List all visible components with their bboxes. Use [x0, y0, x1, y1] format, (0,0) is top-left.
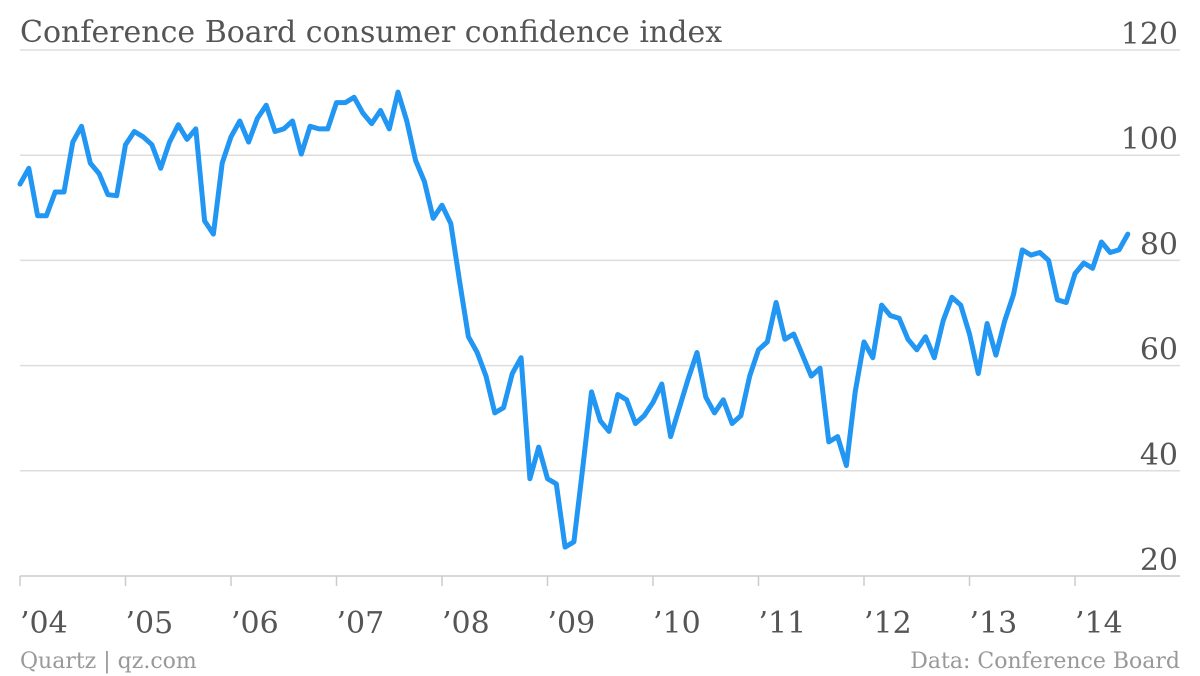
x-tick-label: ’13	[970, 606, 1018, 641]
x-tick-label: ’07	[337, 606, 385, 641]
x-tick-label: ’04	[20, 606, 68, 641]
y-axis: 20 40 60 80 100 120	[1121, 17, 1178, 578]
x-axis: ’04 ’05 ’06 ’07 ’08 ’09 ’10 ’11 ’12 ’13 ’14	[19, 576, 1123, 641]
y-tick-label: 20	[1140, 543, 1178, 578]
y-tick-label: 60	[1140, 333, 1178, 368]
series-line	[17, 89, 1131, 550]
data-credit: Data: Conference Board	[910, 649, 1180, 674]
y-tick-label: 80	[1140, 227, 1178, 262]
y-tick-label: 40	[1140, 438, 1178, 473]
source-credit[interactable]: Quartz | qz.com	[20, 649, 197, 674]
gridlines	[20, 49, 1180, 577]
x-tick-label: ’12	[864, 606, 912, 641]
x-tick-label: ’08	[442, 606, 490, 641]
x-tick-label: ’06	[231, 606, 279, 641]
x-tick-label: ’11	[759, 606, 807, 641]
series-layer	[17, 89, 1131, 550]
x-tick-label: ’09	[548, 606, 596, 641]
chart-title: Conference Board consumer confidence ind…	[20, 15, 722, 50]
y-tick-label: 100	[1121, 122, 1178, 157]
y-tick-label: 120	[1121, 17, 1178, 52]
x-tick-label: ’05	[126, 606, 174, 641]
x-tick-label: ’10	[653, 606, 701, 641]
x-tick-label: ’14	[1075, 606, 1123, 641]
